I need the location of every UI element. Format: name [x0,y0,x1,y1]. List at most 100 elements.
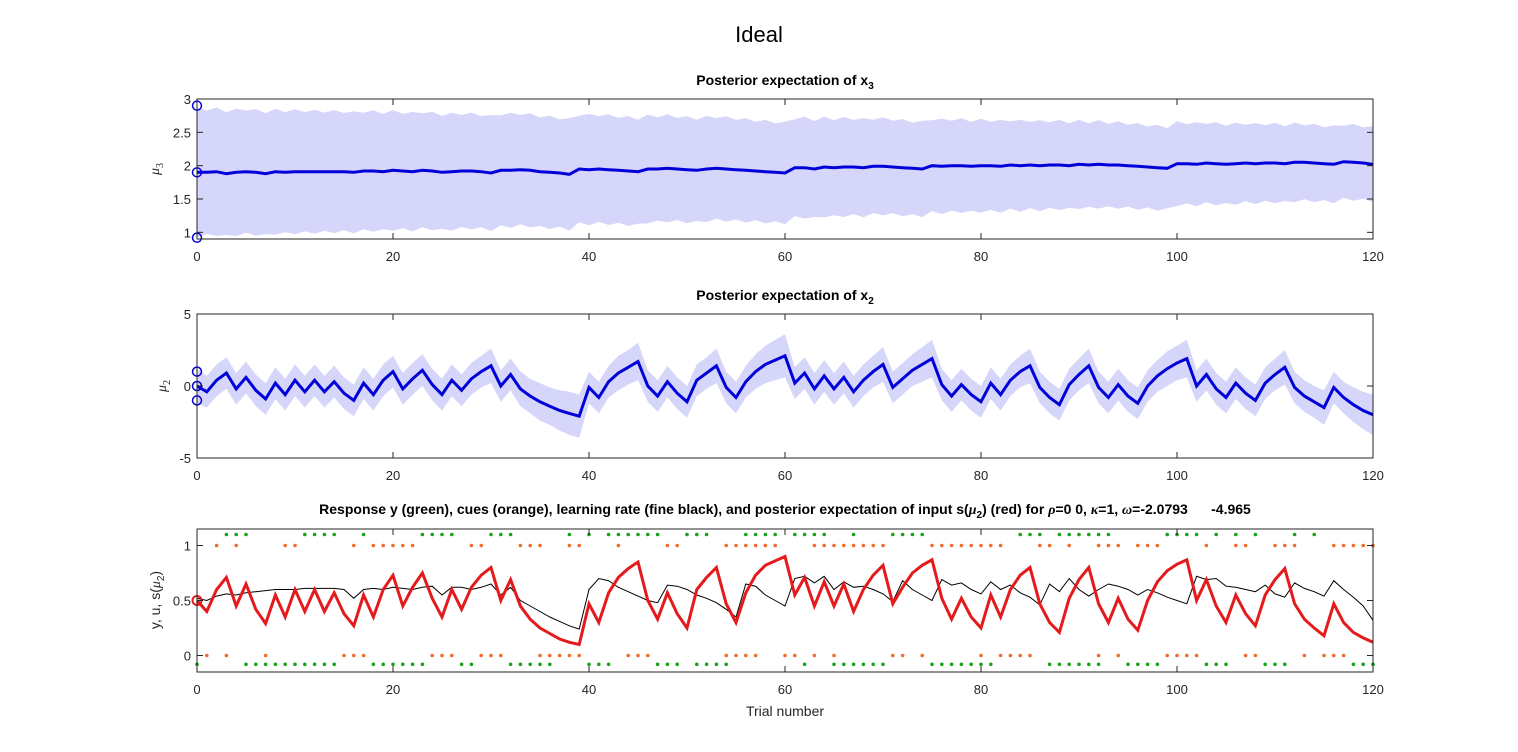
response-dot [646,532,650,537]
response-dot [312,662,317,667]
response-dot [1224,662,1228,667]
response-dot [244,662,248,667]
response-dot [322,532,327,537]
cue-dot [1194,653,1199,658]
response-dot [263,662,268,667]
response-dot [273,662,278,667]
response-dot [401,662,405,667]
response-dot [597,662,601,667]
panel-mu3-y-tick-label: 1 [184,225,191,240]
response-dot [616,532,621,537]
panel-mu2-title: Posterior expectation of x2 [696,287,874,307]
panel-response-x-tick-label: 0 [193,682,200,697]
response-dot [332,532,337,537]
panel-mu2-x-tick-label: 40 [582,468,596,483]
cue-dot [812,543,817,548]
cue-dot [959,543,964,548]
response-dot [1087,532,1091,537]
response-dot [1018,532,1022,537]
cue-dot [1322,653,1326,658]
response-dot [822,532,826,537]
panel-mu3-x-tick-label: 80 [974,249,988,264]
cue-dot [763,543,768,548]
response-dot [773,532,777,537]
cue-dot [753,543,758,548]
panel-mu2-x-tick-label: 80 [974,468,988,483]
cue-dot [832,653,836,658]
cue-dot [283,543,288,548]
response-dot [1067,662,1071,667]
cue-dot [499,653,503,658]
cue-dot [381,543,386,548]
cue-dot [1243,653,1248,658]
panel-response-prediction-series [195,554,1374,647]
response-dot [1126,662,1130,667]
cue-dot [263,653,268,658]
panel-mu3: Posterior expectation of x3 0 20 40 60 80 100… [148,72,1384,264]
response-dot [1155,662,1160,667]
panel-mu3-y-tick-label: 3 [184,92,191,107]
panel-response-x-tick-label: 40 [582,682,596,697]
cue-dot [1175,653,1179,658]
response-dot [704,532,709,537]
panel-mu3-x-tick-label: 60 [778,249,792,264]
response-dot [420,662,425,667]
cue-dot [205,653,209,658]
response-dot [1057,532,1062,537]
cue-dot [577,543,581,548]
panel-response-title: Response y (green), cues (orange), learn… [319,501,1251,521]
cue-dot [851,543,856,548]
response-dot [704,662,709,667]
cue-dot [440,653,444,658]
cue-dot [812,653,817,658]
response-dot [332,662,337,667]
panel-response-x-tick-label: 120 [1362,682,1384,697]
response-dot [283,662,288,667]
response-dot [1106,532,1111,537]
cue-dot [1047,543,1052,548]
panel-response-y-label: y, u, s(μ2) [147,571,167,629]
response-dot [685,532,689,537]
response-dot [420,532,425,537]
response-dot [371,662,376,667]
cue-dot [1332,543,1336,548]
response-dot [244,532,248,537]
cue-dot [214,543,219,548]
panel-mu3-x-tick-label: 40 [582,249,596,264]
panel-mu3-x-tick-label: 100 [1166,249,1188,264]
cue-dot [940,543,944,548]
cue-dot [1008,653,1013,658]
response-dot [753,532,758,537]
cue-dot [1302,653,1307,658]
response-dot [1253,532,1258,537]
panel-mu2-y-tick-label: -5 [179,451,191,466]
cue-dot [822,543,826,548]
cue-dot [1136,543,1140,548]
panel-mu2-line-series [196,353,1374,419]
response-dot [851,662,856,667]
cue-dot [1204,543,1209,548]
response-dot [499,532,503,537]
cue-dot [675,543,679,548]
response-dot [1214,662,1218,667]
response-dot [969,662,973,667]
panel-response-y-tick-label: 0 [184,649,191,664]
response-dot [303,532,307,537]
response-dot [1194,532,1199,537]
response-dot [861,662,866,667]
response-dot [930,662,934,667]
prediction-line [195,554,1374,647]
response-dot [812,532,817,537]
cue-dot [1096,543,1101,548]
response-dot [763,532,768,537]
response-dot [665,662,670,667]
cue-dot [1155,543,1160,548]
cue-dot [577,653,581,658]
panel-mu2-x-tick-label: 20 [386,468,400,483]
response-dot [518,662,523,667]
panel-mu3-y-tick-label: 2 [184,159,191,174]
response-dot [391,662,395,667]
response-dot [891,532,895,537]
cue-dot [1234,543,1238,548]
cue-dot [744,543,748,548]
